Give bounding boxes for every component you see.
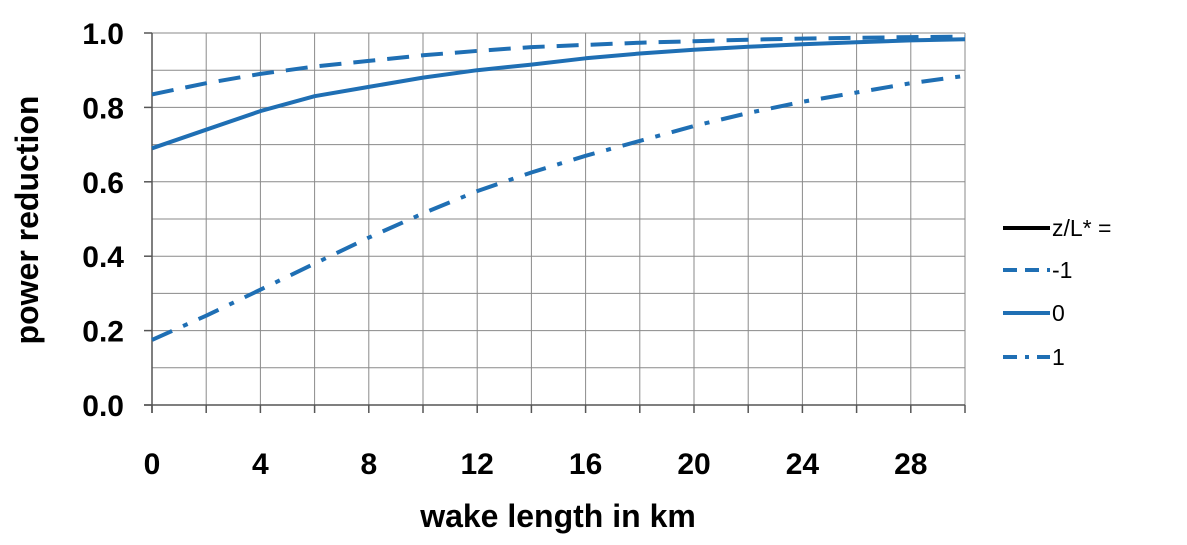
y-tick-label: 0.0 xyxy=(82,390,124,423)
grid xyxy=(144,32,966,413)
y-tick-label: 1.0 xyxy=(82,18,124,51)
x-tick-label: 0 xyxy=(144,448,161,481)
x-tick-label: 20 xyxy=(677,448,710,481)
y-tick-label: 0.8 xyxy=(82,92,124,125)
y-tick-label: 0.4 xyxy=(82,241,124,274)
legend-label-0: 0 xyxy=(1052,300,1065,326)
series-line--1 xyxy=(151,34,966,97)
y-tick-label: 0.6 xyxy=(82,167,124,200)
series-line-1 xyxy=(151,73,966,342)
y-axis-title: power reduction xyxy=(9,96,45,345)
x-tick-label: 8 xyxy=(360,448,377,481)
legend-label--1: -1 xyxy=(1052,257,1072,283)
x-tick-label: 28 xyxy=(894,448,927,481)
legend-header: z/L* = xyxy=(1052,215,1111,241)
series-layer xyxy=(151,34,966,342)
x-tick-label: 24 xyxy=(786,448,820,481)
x-tick-labels: 0 4 8 12 16 20 24 28 xyxy=(144,448,928,481)
x-tick-label: 4 xyxy=(252,448,269,481)
x-tick-label: 12 xyxy=(461,448,494,481)
legend-label-1: 1 xyxy=(1052,344,1065,370)
legend: z/L* = -1 0 1 xyxy=(1003,215,1111,370)
x-axis-title: wake length in km xyxy=(419,498,696,534)
y-tick-label: 0.2 xyxy=(82,316,124,349)
x-tick-label: 16 xyxy=(569,448,602,481)
y-tick-labels: 0.0 0.2 0.4 0.6 0.8 1.0 xyxy=(82,18,124,423)
series-line-0 xyxy=(151,37,966,151)
